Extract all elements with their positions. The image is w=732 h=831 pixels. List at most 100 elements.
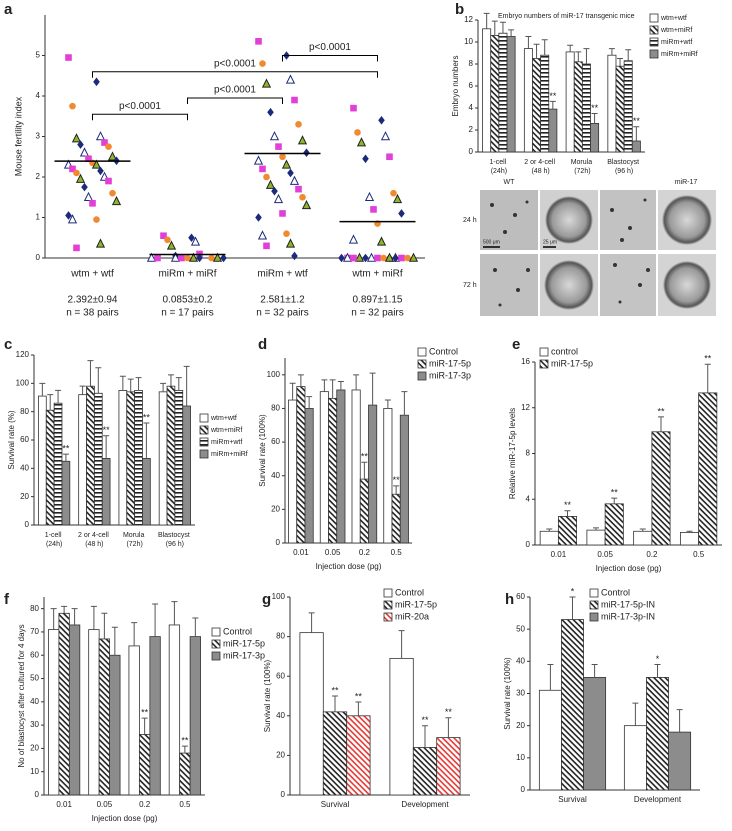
bar	[436, 737, 461, 796]
x-tick-label: 2 or 4-cell (48 h)	[78, 532, 111, 548]
error-bar	[332, 695, 338, 712]
legend-swatch	[589, 588, 599, 598]
data-point	[386, 153, 393, 161]
legend-label: miRm+miRf	[661, 51, 698, 58]
error-bar	[575, 51, 582, 62]
bar	[299, 632, 324, 796]
legend-swatch	[649, 25, 659, 35]
legend-swatch	[199, 437, 209, 447]
embryo-image	[663, 261, 711, 309]
bar	[615, 65, 625, 153]
legend-label: wtm+miRf	[660, 27, 692, 34]
error-bar	[111, 626, 118, 656]
data-point	[73, 244, 80, 252]
significance-label: **	[564, 500, 572, 510]
y-tick-label: 1	[36, 213, 41, 222]
bar	[68, 624, 81, 796]
error-bar	[131, 622, 138, 646]
error-bar	[676, 709, 683, 733]
legend-swatch	[199, 449, 209, 459]
legend-label: miR-20a	[395, 611, 429, 621]
y-tick-label: 100	[16, 378, 30, 387]
bar	[134, 390, 143, 526]
error-bar	[508, 29, 515, 37]
error-bar	[119, 375, 126, 391]
x-axis-label: Injection dose (pg)	[92, 814, 158, 823]
y-tick-label: 8	[469, 59, 474, 68]
legend-label: Control	[223, 626, 252, 636]
error-bar	[525, 36, 532, 49]
data-point	[287, 168, 294, 178]
data-point	[184, 254, 191, 262]
y-tick-label: 3	[36, 132, 41, 141]
embryo-image	[662, 195, 712, 245]
bar	[322, 711, 348, 796]
y-tick-label: 10	[30, 767, 39, 776]
bar	[126, 391, 136, 526]
data-point	[79, 147, 90, 157]
legend-swatch	[199, 425, 209, 435]
legend-swatch	[649, 49, 659, 59]
y-tick-label: 10	[464, 37, 473, 46]
data-point	[275, 143, 282, 150]
data-point	[93, 77, 100, 87]
data-point	[283, 230, 290, 237]
significance-label: **	[421, 715, 429, 725]
column-label: miR-17	[675, 179, 698, 186]
bar	[679, 532, 700, 546]
error-bar	[71, 608, 78, 625]
panel-letter: h	[505, 591, 514, 608]
y-tick-label: 60	[271, 437, 280, 446]
bar	[101, 458, 111, 526]
micrograph	[600, 254, 656, 316]
panel-letter: g	[262, 591, 271, 608]
error-bar	[355, 701, 362, 716]
error-bar	[567, 44, 574, 52]
bar	[604, 503, 624, 546]
bar	[78, 394, 87, 526]
y-tick-label: 4	[526, 494, 531, 503]
data-point	[350, 254, 357, 262]
legend-swatch	[383, 612, 393, 622]
data-point	[178, 254, 185, 262]
x-tick-label: 0.05	[325, 548, 341, 557]
y-tick-label: 30	[30, 720, 39, 729]
bar	[189, 636, 201, 796]
error-bar	[175, 377, 182, 391]
error-bar	[101, 612, 108, 639]
y-tick-label: 100	[272, 592, 286, 601]
error-bar	[181, 745, 188, 754]
error-bar	[422, 725, 428, 748]
significance-label: **	[355, 691, 363, 701]
scale-label: 500 μm	[483, 239, 500, 245]
y-tick-label: 20	[516, 721, 525, 730]
group-stats: 2.392±0.94	[68, 295, 118, 306]
data-point	[259, 60, 266, 67]
y-tick-label: 0	[469, 147, 474, 156]
error-bar	[547, 664, 554, 691]
data-point	[253, 155, 264, 165]
bar	[506, 36, 516, 153]
bar	[548, 108, 558, 153]
data-point	[65, 54, 72, 61]
y-tick-label: 50	[30, 674, 39, 683]
bar	[383, 408, 393, 544]
x-tick-label: 0.5	[693, 550, 705, 559]
y-tick-label: 12	[464, 15, 473, 24]
bar	[48, 629, 60, 796]
y-axis-label: Survival rate (100%)	[263, 659, 272, 732]
error-bar	[171, 601, 178, 625]
bar	[583, 677, 607, 791]
bar	[623, 60, 633, 153]
bar	[45, 409, 55, 526]
significance-label: p<0.0001	[309, 42, 351, 53]
error-bar	[657, 416, 664, 432]
bar	[646, 677, 669, 791]
y-tick-label: 16	[521, 357, 530, 366]
error-bar	[297, 374, 304, 387]
y-tick-label: 20	[276, 751, 285, 760]
data-point	[362, 253, 369, 263]
y-tick-label: 0	[36, 253, 41, 262]
error-bar	[50, 608, 57, 630]
data-point	[289, 175, 300, 185]
